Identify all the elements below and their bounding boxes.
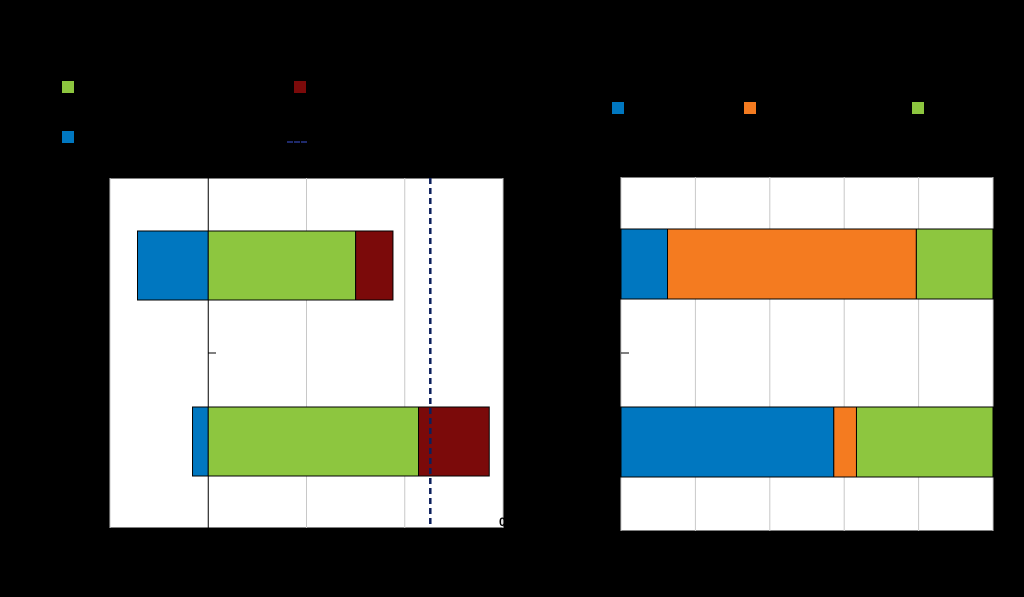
legend-swatch-right-2 — [744, 102, 756, 114]
legend-swatch-left-3 — [62, 131, 74, 143]
bar-segment-2-2-2 — [833, 406, 857, 478]
legend-swatch-right-3 — [912, 102, 924, 114]
bar-segment-1-2-1 — [192, 406, 209, 477]
bar-segment-2-2-1 — [620, 406, 835, 478]
bar-segment-2-1-2 — [667, 228, 917, 300]
legend-swatch-right-1 — [612, 102, 624, 114]
legend-swatch-left-1 — [62, 81, 74, 93]
bar-segment-1-1-3 — [355, 230, 394, 301]
bar-segment-2-2-3 — [855, 406, 994, 478]
legend-dash-left-4 — [287, 141, 307, 143]
bar-segment-2-1-1 — [620, 228, 668, 300]
bar-segment-1-1-1 — [137, 230, 209, 301]
left-axis-end-label: 0 — [499, 515, 506, 529]
bar-segment-2-1-3 — [915, 228, 994, 300]
bar-segment-1-1-2 — [207, 230, 357, 301]
bar-segment-1-2-2 — [207, 406, 420, 477]
legend-swatch-left-2 — [294, 81, 306, 93]
